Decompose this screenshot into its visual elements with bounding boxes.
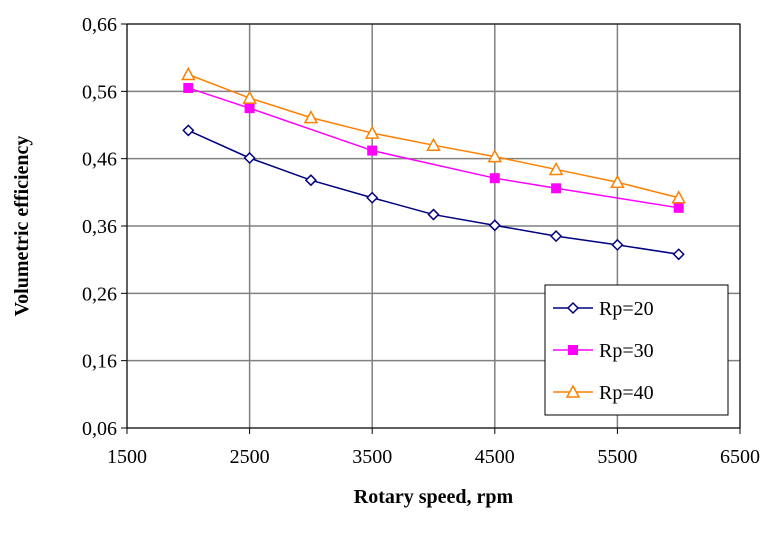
y-tick-label: 0,46	[82, 149, 117, 171]
data-point	[366, 191, 379, 204]
x-tick-label: 2500	[230, 446, 270, 468]
series-rp-20	[182, 124, 685, 261]
data-point	[367, 145, 378, 156]
data-point	[487, 149, 503, 163]
legend-label: Rp=40	[599, 382, 654, 404]
data-point	[364, 125, 380, 139]
data-point	[427, 208, 440, 221]
data-point	[244, 103, 255, 114]
y-tick-label: 0,16	[82, 351, 117, 373]
x-tick-label: 1500	[107, 446, 147, 468]
series-line	[188, 73, 679, 199]
x-tick-label: 4500	[475, 446, 515, 468]
data-point	[426, 137, 441, 151]
legend-item: Rp=30	[553, 340, 654, 362]
data-point	[672, 248, 685, 261]
y-axis-ticks: 0,06 0,16 0,26 0,36 0,46 0,56 0,66	[82, 14, 127, 440]
data-point	[611, 238, 624, 251]
y-axis-title: Volumetric efficiency	[11, 136, 33, 317]
y-tick-label: 0,26	[82, 283, 117, 305]
data-point	[671, 190, 686, 204]
legend-marker	[568, 345, 578, 355]
series-rp-30	[183, 82, 684, 213]
x-tick-label: 5500	[597, 446, 637, 468]
legend-marker	[565, 384, 581, 398]
data-point	[551, 183, 562, 194]
data-point	[303, 110, 319, 124]
x-axis-ticks: 1500 2500 3500 4500 5500 6500	[107, 428, 760, 468]
legend-label: Rp=30	[599, 340, 654, 362]
x-tick-label: 3500	[352, 446, 392, 468]
legend-item: Rp=40	[553, 382, 654, 404]
x-tick-label: 6500	[720, 446, 760, 468]
legend: Rp=20 Rp=30 Rp=40	[544, 284, 729, 416]
legend-marker	[566, 301, 580, 315]
data-point	[181, 66, 196, 81]
data-point	[673, 202, 684, 213]
data-point	[183, 82, 194, 93]
data-point	[304, 174, 317, 187]
y-tick-label: 0,36	[82, 216, 117, 238]
data-point	[243, 151, 256, 165]
data-point	[489, 173, 500, 184]
data-point	[242, 90, 257, 104]
x-axis-title: Rotary speed, rpm	[354, 486, 514, 508]
legend-item: Rp=20	[553, 298, 654, 320]
y-tick-label: 0,66	[82, 14, 117, 36]
y-tick-label: 0,56	[82, 81, 117, 103]
data-point	[488, 219, 501, 232]
data-point	[610, 174, 625, 188]
data-point	[548, 161, 564, 176]
data-point	[182, 124, 195, 137]
series-line	[188, 87, 679, 209]
y-tick-label: 0,06	[82, 418, 117, 440]
data-point	[550, 230, 563, 243]
series-rp-40	[181, 66, 686, 204]
data-series	[181, 66, 686, 261]
legend-label: Rp=20	[599, 298, 654, 320]
